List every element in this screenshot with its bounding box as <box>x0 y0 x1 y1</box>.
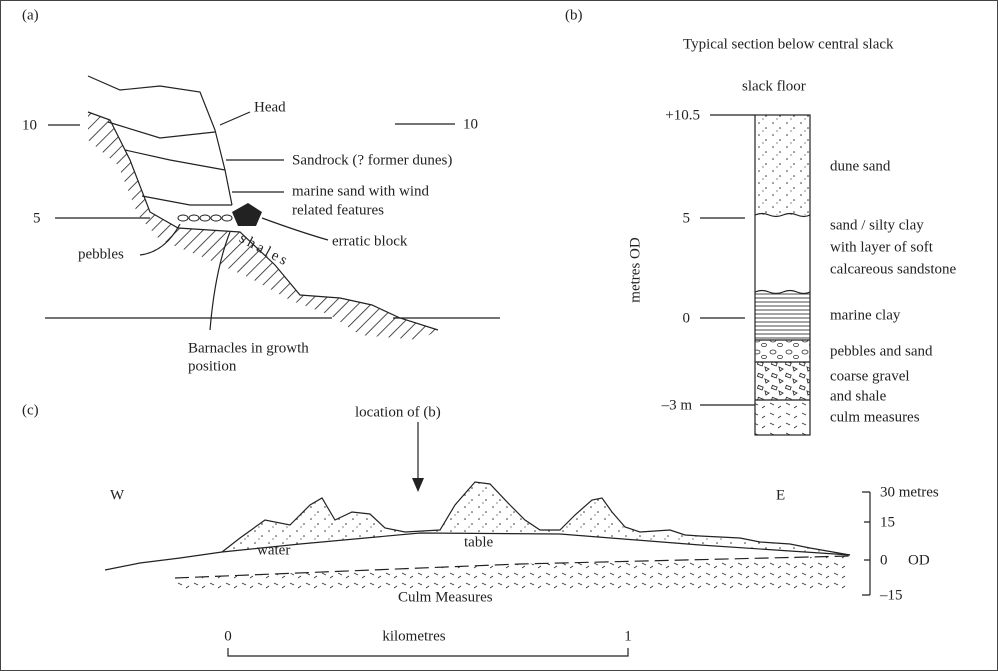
label: location of (b) <box>355 404 441 420</box>
panel-b: (b) Typical section below central slack … <box>565 7 957 435</box>
scale-label: –15 <box>879 587 903 603</box>
layer-label: and shale <box>830 388 887 404</box>
pebble <box>211 215 221 221</box>
rock-surface <box>88 112 438 330</box>
label: marine sand with wind <box>292 183 430 199</box>
layer-label: dune sand <box>830 158 891 174</box>
tick-label: 0 <box>683 310 691 326</box>
layer-label: calcareous sandstone <box>830 261 957 277</box>
marine-sand-base <box>142 196 232 205</box>
label: Barnacles in growth <box>188 340 309 356</box>
dune-sand-layer <box>755 115 810 215</box>
height-label: 10 <box>463 116 478 132</box>
distance-label: kilometres <box>382 628 445 644</box>
layer-label: sand / silty clay <box>830 217 924 233</box>
dunes <box>222 482 850 555</box>
pebble <box>178 215 188 221</box>
scale-label: OD <box>908 552 930 568</box>
figure: (a) 10 10 5 Head Sandrock (? former dune… <box>0 0 998 671</box>
distance-label: 1 <box>624 628 632 644</box>
pebble <box>222 215 232 221</box>
pebbles-layer <box>755 340 810 362</box>
sandrock-base <box>125 150 225 170</box>
panel-label: (a) <box>22 7 39 23</box>
direction: E <box>776 487 785 503</box>
height-label: 10 <box>22 117 37 133</box>
tick-label: –3 m <box>661 397 693 413</box>
erratic-block <box>232 203 262 226</box>
gravel-layer <box>755 362 810 400</box>
scale-label: 30 metres <box>880 484 939 500</box>
arrow-head <box>412 478 424 492</box>
layer-label: with layer of soft <box>830 239 934 255</box>
label: slack floor <box>742 78 806 94</box>
title: Typical section below central slack <box>683 36 894 52</box>
marine-clay-layer <box>755 292 810 340</box>
leader <box>262 218 328 240</box>
layer-label: pebbles and sand <box>830 343 933 359</box>
distance-label: 0 <box>224 628 232 644</box>
label: Culm Measures <box>398 589 493 605</box>
bedrock-hatch <box>88 112 438 340</box>
layer-label: culm measures <box>830 409 920 425</box>
culm-fill <box>175 556 850 590</box>
label: pebbles <box>78 246 124 262</box>
label: table <box>464 534 493 550</box>
pebble <box>200 215 210 221</box>
layer-label: marine clay <box>830 307 901 323</box>
height-label: 5 <box>33 210 41 226</box>
tick-label: 5 <box>683 210 691 226</box>
label: water <box>257 542 290 558</box>
layer-label: coarse gravel <box>830 368 910 384</box>
direction: W <box>110 487 125 503</box>
leader <box>220 112 250 125</box>
scale-label: 15 <box>880 514 895 530</box>
axis-label: metres OD <box>627 237 643 303</box>
panel-label: (b) <box>565 7 583 23</box>
scale-label: 0 <box>880 552 888 568</box>
label: erratic block <box>332 233 408 249</box>
scale-bracket <box>862 492 870 595</box>
panel-c: (c) location of (b) W E 30 metres 15 0 –… <box>22 402 939 656</box>
label: position <box>188 358 237 374</box>
panel-label: (c) <box>22 402 39 418</box>
label: Sandrock (? former dunes) <box>292 152 452 168</box>
tick-label: +10.5 <box>665 107 700 123</box>
label: related features <box>292 202 384 218</box>
pebble <box>189 215 199 221</box>
scale-bar <box>228 648 628 656</box>
label: Head <box>254 99 286 115</box>
head-base <box>108 122 215 138</box>
culm-layer <box>755 400 810 435</box>
panel-a: (a) 10 10 5 Head Sandrock (? former dune… <box>22 7 500 374</box>
